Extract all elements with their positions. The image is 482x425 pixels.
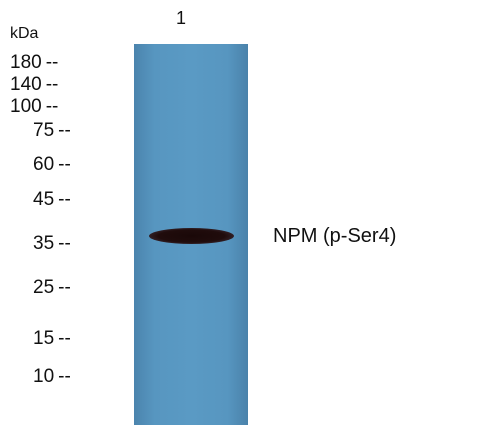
blot-lane xyxy=(134,44,248,425)
marker-45: 45 -- xyxy=(33,189,71,211)
marker-dash: -- xyxy=(58,233,71,254)
marker-dash: -- xyxy=(58,366,71,387)
marker-25: 25 -- xyxy=(33,277,71,299)
marker-35: 35 -- xyxy=(33,233,71,255)
marker-label: 60 xyxy=(33,154,55,175)
lane-number: 1 xyxy=(176,8,187,28)
protein-band xyxy=(149,228,234,244)
band-label: NPM (p-Ser4) xyxy=(273,225,397,247)
marker-label: 35 xyxy=(33,233,55,254)
marker-label: 180 xyxy=(10,52,42,73)
marker-label: 45 xyxy=(33,189,55,210)
marker-dash: -- xyxy=(58,120,71,141)
marker-100: 100 -- xyxy=(10,96,58,118)
marker-140: 140 -- xyxy=(10,74,58,96)
marker-dash: -- xyxy=(58,277,71,298)
marker-dash: -- xyxy=(45,74,59,95)
marker-dash: -- xyxy=(45,52,59,73)
marker-label: 100 xyxy=(10,96,42,117)
marker-label: 25 xyxy=(33,277,55,298)
marker-10: 10 -- xyxy=(33,366,71,388)
marker-dash: -- xyxy=(58,189,71,210)
marker-label: 140 xyxy=(10,74,42,95)
marker-label: 10 xyxy=(33,366,55,387)
marker-75: 75 -- xyxy=(33,120,71,142)
marker-dash: -- xyxy=(58,328,71,349)
marker-15: 15 -- xyxy=(33,328,71,350)
marker-dash: -- xyxy=(58,154,71,175)
marker-180: 180 -- xyxy=(10,52,58,74)
marker-label: 75 xyxy=(33,120,55,141)
unit-label: kDa xyxy=(10,25,39,42)
marker-label: 15 xyxy=(33,328,55,349)
marker-dash: -- xyxy=(45,96,59,117)
marker-60: 60 -- xyxy=(33,154,71,176)
